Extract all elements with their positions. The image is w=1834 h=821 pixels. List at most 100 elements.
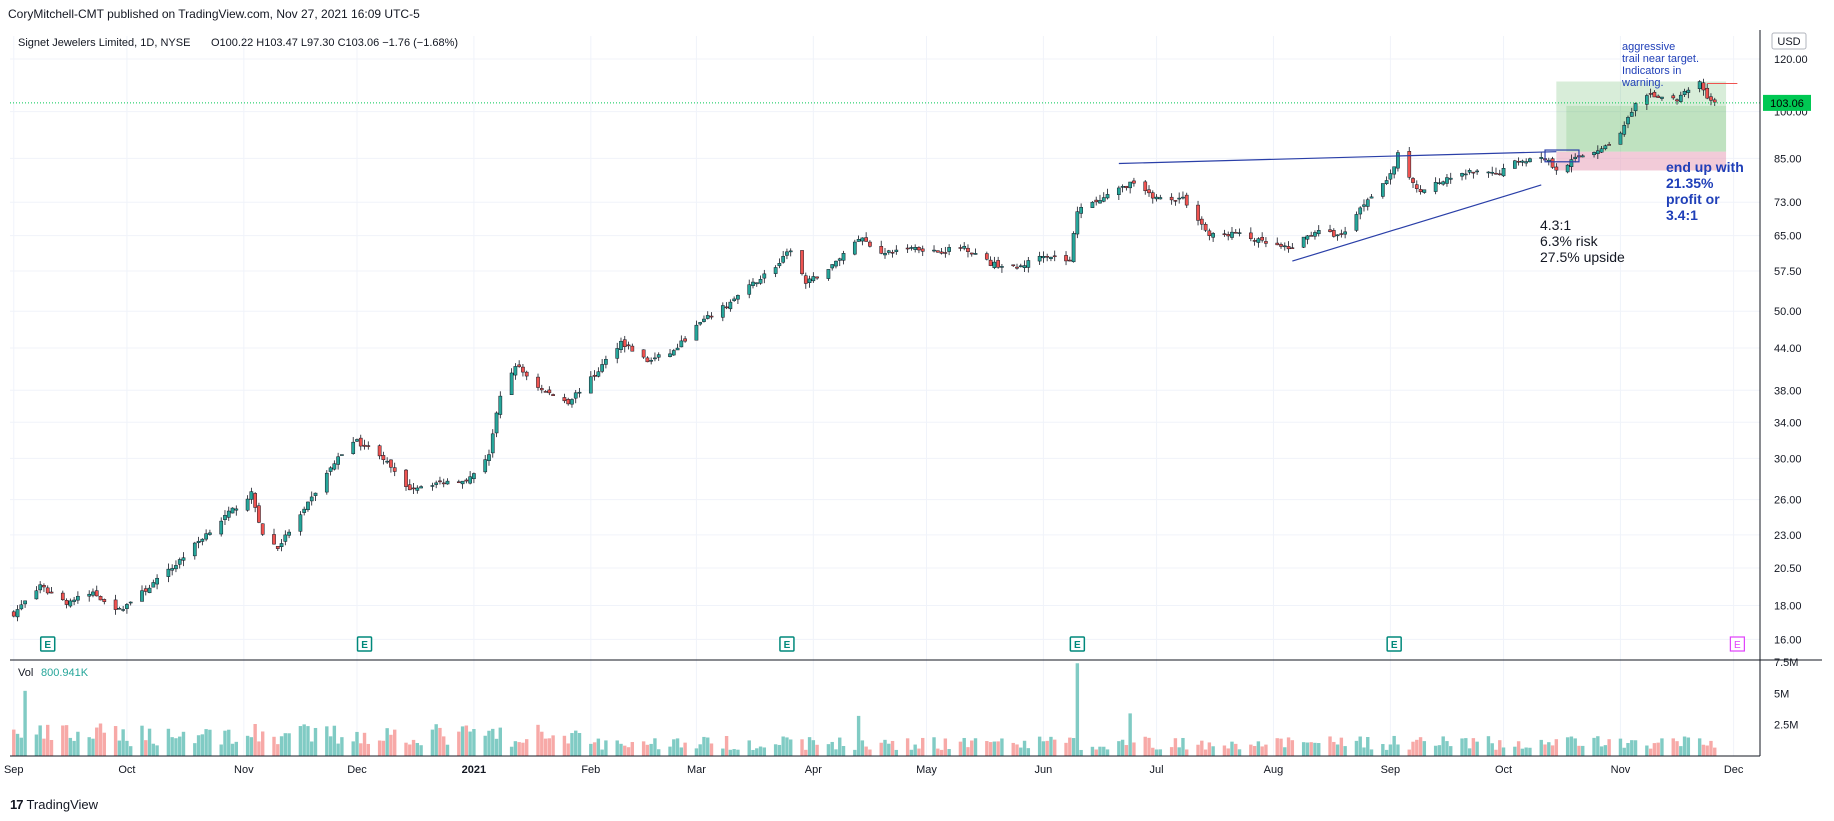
volume-bar: [404, 742, 408, 756]
x-tick-label: Oct: [1495, 764, 1512, 776]
candle-body: [1569, 159, 1574, 167]
volume-bar: [1128, 713, 1132, 756]
candle-body: [11, 611, 16, 617]
candle-body: [381, 455, 386, 461]
candle-body: [494, 412, 499, 434]
candle-body: [200, 538, 205, 542]
candle-body: [460, 480, 465, 485]
volume-bar: [773, 744, 778, 756]
candle-body: [1090, 201, 1095, 208]
candle-body: [1037, 255, 1042, 262]
volume-bar: [1226, 748, 1230, 756]
y-tick-label: 38.00: [1774, 385, 1802, 397]
candle-body: [509, 372, 514, 395]
drawings: [10, 83, 1760, 262]
candle-body: [939, 251, 944, 254]
candle-body: [1448, 177, 1453, 180]
candle-body: [671, 350, 676, 356]
volume-bar: [562, 735, 567, 756]
volume-bar: [513, 741, 518, 756]
volume-bar: [826, 744, 831, 756]
candle-body: [947, 247, 951, 252]
candle-body: [604, 359, 608, 365]
candle-body: [807, 278, 812, 283]
candle-body: [226, 510, 231, 518]
volume-bar: [623, 745, 627, 756]
y-tick-label: 44.00: [1774, 343, 1802, 355]
ohlc-legend: O100.22 H103.47 L97.30 C103.06 −1.76 (−1…: [211, 37, 458, 49]
candle-body: [996, 260, 1000, 268]
volume-bar: [1022, 740, 1027, 756]
volume-bar: [336, 743, 340, 756]
candle-body: [385, 460, 390, 463]
y-tick-label: 34.00: [1774, 417, 1802, 429]
volume-bar: [543, 738, 548, 756]
stop-zone: [1556, 151, 1727, 171]
volume-bar: [619, 743, 623, 756]
vol-tick-label: 7.5M: [1774, 657, 1798, 669]
volume-bar: [1592, 737, 1596, 756]
candle-body: [1414, 184, 1419, 189]
candle-body: [917, 247, 921, 251]
candle-body: [736, 295, 740, 300]
candle-body: [1015, 266, 1019, 269]
candle-body: [487, 454, 491, 461]
volume-bar: [1524, 747, 1528, 756]
volume-bar: [1603, 745, 1608, 756]
candle-body: [223, 515, 227, 520]
volume-bar: [174, 738, 178, 756]
candle-body: [1626, 117, 1630, 125]
candle-body: [683, 338, 687, 342]
candle-body: [1105, 194, 1110, 199]
volume-bar: [947, 749, 951, 756]
volume-bar: [302, 724, 306, 756]
candle-body: [34, 590, 39, 600]
candle-body: [856, 239, 861, 242]
candle-body: [91, 591, 95, 596]
volume-bar: [679, 747, 684, 756]
volume-bar: [1441, 736, 1445, 756]
volume-bar: [1418, 737, 1423, 756]
volume-bar: [890, 740, 895, 756]
candle-body: [988, 259, 993, 266]
candle-body: [524, 371, 529, 377]
volume-bar: [34, 734, 39, 756]
candle-body: [1305, 235, 1310, 240]
volume-bar: [1697, 738, 1702, 756]
candle-body: [890, 251, 895, 254]
tradingview-brand[interactable]: 17 TradingView: [10, 797, 98, 812]
candle-body: [1094, 199, 1099, 203]
volume-bar: [442, 736, 446, 756]
volume-bar: [815, 744, 819, 756]
volume-bar: [1000, 738, 1004, 756]
candle-body: [1539, 157, 1544, 159]
volume-bar: [592, 742, 597, 756]
earnings-letter: E: [1074, 640, 1081, 651]
candle-body: [962, 245, 967, 249]
candle-body: [913, 247, 918, 250]
volume-bar: [917, 748, 921, 756]
candle-body: [1554, 166, 1559, 171]
candle-body: [98, 596, 103, 601]
candle-body: [573, 392, 578, 399]
target-zone: [1556, 81, 1727, 152]
candle-body: [272, 534, 276, 545]
volume-bar: [1543, 744, 1547, 756]
candle-body: [785, 251, 789, 256]
volume-bar: [1053, 739, 1057, 756]
candle-body: [38, 584, 43, 591]
candle-body: [204, 533, 208, 540]
volume-bar: [883, 739, 887, 756]
volume-bar: [736, 749, 740, 756]
volume-bar: [1415, 739, 1419, 756]
last-price-label: 103.06: [1770, 98, 1804, 110]
volume-bar: [23, 690, 27, 756]
volume-bar: [1313, 742, 1317, 756]
candle-body: [1369, 196, 1374, 199]
earnings-letter: E: [1391, 640, 1398, 651]
candle-body: [23, 600, 27, 605]
volume-bar: [1445, 741, 1449, 756]
volume-bar: [834, 749, 838, 756]
candle-body: [1124, 185, 1129, 189]
